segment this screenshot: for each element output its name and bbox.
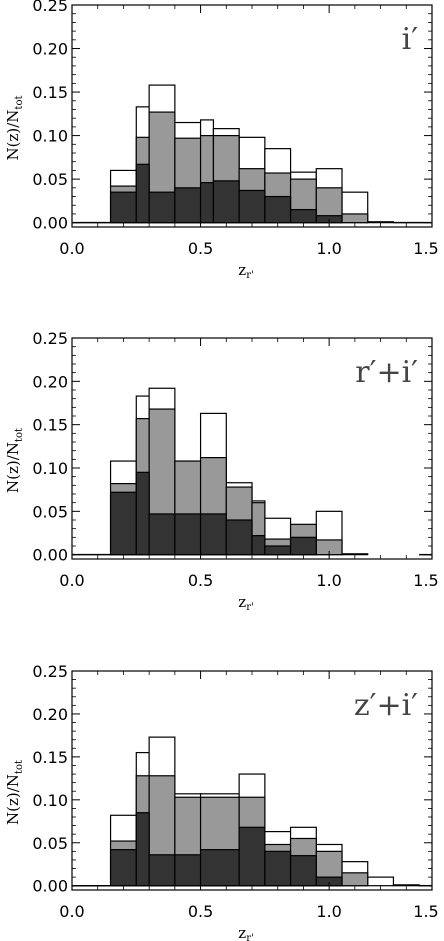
histogram-bar: [148, 854, 176, 887]
y-tick-label: 0.05: [32, 170, 68, 189]
histogram-panel-1: 0.00 0.05 0.10 0.15 0.20 0.25 0.0 0.5 1.0 1.5 i′ N(…: [4, 0, 439, 281]
histogram-bar: [135, 812, 150, 887]
y-tick-label: 0.00: [32, 546, 68, 565]
histogram-bar: [148, 513, 176, 556]
y-tick-label: 0.10: [32, 459, 68, 478]
y-tick-label: 0.20: [32, 705, 68, 724]
y-tick-label: 0.20: [32, 372, 68, 391]
histogram-bar: [367, 876, 395, 887]
histogram-bar: [264, 850, 292, 887]
y-axis-label: N(z)/Ntot: [4, 760, 25, 825]
panel-label: r′+i′: [355, 355, 418, 390]
histogram-bar: [212, 180, 240, 224]
histogram-bar: [341, 553, 369, 556]
histogram-bar: [135, 471, 150, 556]
histogram-bar: [289, 536, 317, 556]
x-tick-label: 0.5: [188, 239, 213, 258]
y-tick-label: 0.10: [32, 127, 68, 146]
histogram-bar: [264, 545, 292, 556]
x-tick-label: 1.0: [316, 571, 341, 590]
x-tick-label: 0.5: [188, 571, 213, 590]
series-3: [109, 471, 317, 556]
x-tick-label: 1.0: [316, 902, 341, 921]
x-axis-label: zr': [238, 261, 253, 281]
histogram-bar: [199, 182, 215, 224]
x-tick-label: 1.0: [316, 239, 341, 258]
y-tick-label: 0.25: [32, 329, 68, 348]
y-tick-label: 0.25: [32, 662, 68, 681]
x-tick-label: 0.5: [188, 902, 213, 921]
x-tick-label: 1.5: [413, 902, 438, 921]
histogram-bar: [225, 519, 253, 556]
histogram-panel-2: 0.00 0.05 0.10 0.15 0.20 0.25 0.0 0.5 1.0 1.5 r′+i…: [4, 329, 439, 613]
x-axis-label: zr': [238, 593, 253, 613]
histogram-bar: [238, 826, 266, 887]
histogram-bar: [238, 189, 266, 224]
histogram-bar: [367, 221, 395, 224]
y-tick-label: 0.00: [32, 877, 68, 896]
histogram-panel-3: 0.00 0.05 0.10 0.15 0.20 0.25 0.0 0.5 1.0 1.5 z′+i…: [4, 662, 439, 941]
x-tick-label: 0.0: [59, 239, 84, 258]
y-tick-label: 0.15: [32, 83, 68, 102]
histogram-bar: [109, 191, 137, 224]
histogram-bar: [174, 187, 202, 224]
y-tick-label: 0.25: [32, 0, 68, 15]
histogram-bar: [199, 849, 240, 887]
x-tick-label: 0.0: [59, 902, 84, 921]
histogram-bar: [341, 213, 369, 224]
y-tick-label: 0.05: [32, 502, 68, 521]
x-tick-label: 1.5: [413, 571, 438, 590]
histogram-bar: [109, 849, 137, 887]
x-tick-label: 0.0: [59, 571, 84, 590]
y-tick-label: 0.10: [32, 791, 68, 810]
x-axis-label: zr': [238, 924, 253, 941]
y-tick-label: 0.00: [32, 214, 68, 233]
panel-label: i′: [402, 22, 419, 57]
series-3: [109, 812, 343, 887]
histogram-bar: [135, 163, 150, 224]
panel-label: z′+i′: [354, 688, 418, 723]
histogram-bar: [289, 208, 317, 224]
histogram-bar: [199, 513, 227, 556]
y-tick-label: 0.05: [32, 834, 68, 853]
histogram-bar: [341, 872, 369, 887]
y-tick-label: 0.15: [32, 416, 68, 435]
histogram-bar: [289, 855, 317, 887]
histogram-bar: [109, 491, 137, 556]
y-tick-label: 0.20: [32, 40, 68, 59]
histogram-bar: [392, 884, 420, 887]
x-tick-label: 1.5: [413, 239, 438, 258]
histogram-bar: [174, 513, 202, 556]
histogram-bar: [174, 854, 202, 887]
series-3: [109, 163, 343, 224]
y-axis-label: N(z)/Ntot: [4, 96, 25, 161]
histogram-bar: [148, 191, 176, 224]
y-axis-label: N(z)/Ntot: [4, 428, 25, 493]
histogram-bar: [264, 195, 292, 224]
y-tick-label: 0.15: [32, 748, 68, 767]
histogram-bar: [251, 534, 266, 556]
